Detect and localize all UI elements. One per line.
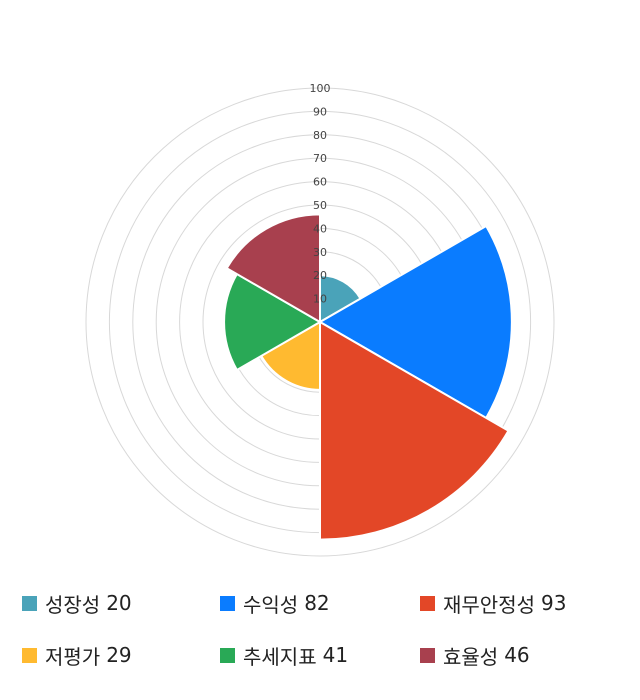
polar-area-chart: 10 20 30 40 50 60 70 80 90 100: [85, 82, 555, 557]
legend-item[interactable]: 수익성 82: [220, 588, 330, 618]
r-tick-label: 30: [313, 246, 327, 259]
legend-swatch: [22, 595, 37, 611]
r-tick-label: 20: [313, 269, 327, 282]
slice-5[interactable]: [223, 272, 322, 372]
legend: 성장성 20 수익성 82 재무안정성 93 저평가 29 추세지표 41 효율…: [0, 580, 640, 690]
slice-3[interactable]: [319, 320, 510, 541]
r-tick-label: 100: [310, 82, 331, 95]
slice-2[interactable]: [317, 224, 513, 420]
legend-label: 수익성: [243, 592, 299, 617]
legend-value: 93: [541, 591, 567, 615]
legend-swatch: [420, 647, 435, 663]
slice-4[interactable]: [259, 320, 321, 391]
legend-label: 성장성: [45, 592, 101, 617]
legend-swatch: [220, 647, 235, 663]
legend-value: 29: [106, 643, 132, 667]
legend-swatch: [220, 595, 235, 611]
r-tick-label: 10: [313, 293, 327, 306]
legend-value: 41: [322, 643, 349, 667]
legend-value: 20: [106, 591, 132, 615]
legend-value: 46: [504, 643, 530, 667]
r-tick-label: 80: [313, 129, 327, 142]
legend-swatch: [420, 595, 435, 611]
legend-swatch: [22, 647, 37, 663]
r-tick-label: 50: [313, 199, 327, 212]
r-tick-label: 60: [313, 176, 327, 189]
legend-item[interactable]: 추세지표 41: [220, 640, 348, 670]
legend-label: 추세지표: [243, 644, 317, 669]
slice-6[interactable]: [225, 213, 321, 324]
grid-circle: [85, 87, 555, 557]
legend-label: 효율성: [443, 644, 499, 669]
legend-item[interactable]: 성장성 20: [22, 588, 132, 618]
legend-label: 저평가: [45, 644, 101, 669]
r-tick-label: 90: [313, 105, 327, 118]
r-tick-label: 40: [313, 222, 327, 235]
legend-item[interactable]: 재무안정성 93: [420, 588, 566, 618]
radial-tick-labels: 10 20 30 40 50 60 70 80 90 100: [310, 82, 331, 306]
r-tick-label: 70: [313, 152, 327, 165]
legend-item[interactable]: 효율성 46: [420, 640, 530, 670]
legend-value: 82: [304, 591, 330, 615]
legend-label: 재무안정성: [443, 592, 535, 617]
legend-item[interactable]: 저평가 29: [22, 640, 132, 670]
chart-slices: [223, 213, 513, 541]
